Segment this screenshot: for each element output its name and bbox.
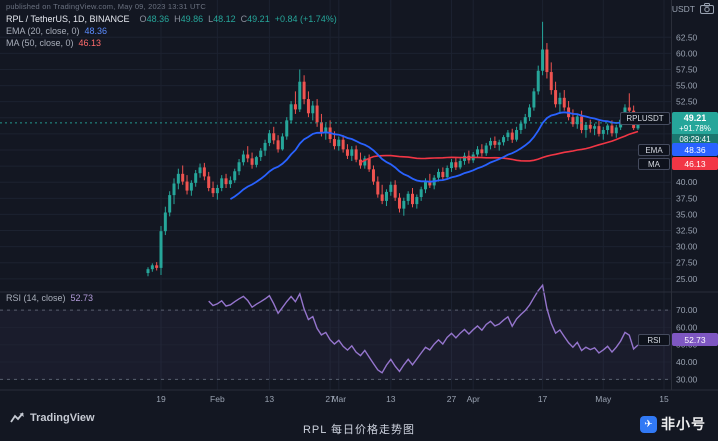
ema-tag[interactable]: EMA — [638, 144, 670, 156]
rsi-line — [208, 283, 639, 374]
ohlc-open-label: O — [139, 14, 147, 24]
svg-text:70.00: 70.00 — [676, 305, 698, 315]
svg-text:27: 27 — [447, 394, 457, 404]
ohlc-high-label: H — [174, 14, 181, 24]
last-price-change-pct: +91.78% — [679, 124, 711, 133]
svg-text:30.00: 30.00 — [676, 242, 698, 252]
rsi-legend-label: RSI (14, close) — [6, 293, 66, 303]
ma-price-badge[interactable]: 46.13 — [672, 157, 718, 170]
chart-caption: RPL 每日价格走势图 — [302, 424, 416, 436]
tradingview-logo[interactable]: TradingView — [10, 411, 95, 425]
svg-text:62.50: 62.50 — [676, 32, 698, 42]
symbol-legend-row[interactable]: RPL / TetherUS, 1D, BINANCE O48.36 H49.86 L… — [6, 13, 337, 25]
svg-text:40.00: 40.00 — [676, 177, 698, 187]
svg-text:27.50: 27.50 — [676, 258, 698, 268]
tradingview-logo-icon — [10, 412, 24, 423]
svg-text:Feb: Feb — [210, 394, 225, 404]
svg-text:37.50: 37.50 — [676, 193, 698, 203]
grid-lines — [0, 0, 671, 390]
camera-icon[interactable] — [700, 3, 714, 14]
scale-header: USDT — [672, 3, 714, 14]
svg-text:27: 27 — [325, 394, 335, 404]
ma-legend-value: 46.13 — [78, 38, 102, 48]
svg-text:60.00: 60.00 — [676, 322, 698, 332]
chart-legend: published on TradingView.com, May 09, 20… — [6, 2, 337, 49]
ma-50-line — [360, 130, 639, 164]
daily-change: +0.84 (+1.74%) — [274, 14, 337, 24]
pane-separators — [0, 0, 718, 391]
rsi-tag[interactable]: RSI — [638, 334, 670, 346]
ohlc-open-value: 48.36 — [146, 14, 170, 24]
svg-text:15: 15 — [659, 394, 669, 404]
symbol-title: RPL / TetherUS, 1D, BINANCE — [6, 14, 130, 24]
ohlc-low-label: L — [208, 14, 214, 24]
ohlc-close-value: 49.21 — [247, 14, 270, 24]
ohlc-close-label: C — [240, 14, 248, 24]
svg-text:13: 13 — [386, 394, 396, 404]
svg-text:35.00: 35.00 — [676, 209, 698, 219]
svg-text:30.00: 30.00 — [676, 374, 698, 384]
ema-legend-value: 48.36 — [84, 26, 108, 36]
ema-legend-row[interactable]: EMA (20, close, 0) 48.36 — [6, 25, 337, 37]
rsi-legend-row[interactable]: RSI (14, close) 52.73 — [6, 293, 93, 303]
svg-text:55.00: 55.00 — [676, 81, 698, 91]
svg-text:40.00: 40.00 — [676, 357, 698, 367]
publish-note: published on TradingView.com, May 09, 20… — [6, 2, 206, 11]
ma-tag[interactable]: MA — [638, 158, 670, 170]
svg-text:Apr: Apr — [467, 394, 480, 404]
ma-legend-label: MA (50, close, 0) — [6, 38, 74, 48]
svg-text:May: May — [595, 394, 612, 404]
feixiaohao-watermark: ✈ 非小号 — [640, 414, 706, 434]
svg-text:60.00: 60.00 — [676, 48, 698, 58]
price-unit-label: USDT — [671, 3, 695, 14]
ma-legend-row[interactable]: MA (50, close, 0) 46.13 — [6, 37, 337, 49]
candles[interactable] — [146, 21, 640, 277]
last-price-badge[interactable]: 49.21 +91.78% 08:29:41 — [672, 112, 718, 145]
last-price-value: 49.21 — [683, 113, 707, 123]
svg-text:32.50: 32.50 — [676, 226, 698, 236]
ema-legend-label: EMA (20, close, 0) — [6, 26, 80, 36]
svg-text:13: 13 — [265, 394, 275, 404]
svg-text:19: 19 — [156, 394, 166, 404]
svg-text:17: 17 — [538, 394, 548, 404]
svg-text:52.50: 52.50 — [676, 97, 698, 107]
symbol-price-tag[interactable]: RPLUSDT — [620, 112, 670, 125]
svg-text:57.50: 57.50 — [676, 64, 698, 74]
tradingview-logo-text: TradingView — [30, 412, 95, 424]
bar-countdown: 08:29:41 — [672, 134, 718, 145]
svg-text:Mar: Mar — [331, 394, 346, 404]
footer-bar: TradingView RPL 每日价格走势图 ✈ 非小号 — [0, 406, 718, 441]
rsi-value-badge[interactable]: 52.73 — [672, 333, 718, 346]
rsi-band — [0, 309, 671, 380]
ohlc-low-value: 48.12 — [213, 14, 236, 24]
feixiaohao-watermark-text: 非小号 — [661, 416, 706, 432]
ema-20-line — [229, 111, 639, 200]
ema-price-badge[interactable]: 48.36 — [672, 143, 718, 156]
feixiaohao-logo-icon: ✈ — [640, 415, 657, 433]
svg-text:25.00: 25.00 — [676, 274, 698, 284]
rsi-legend-value: 52.73 — [70, 293, 94, 303]
ohlc-high-value: 49.86 — [180, 14, 204, 24]
